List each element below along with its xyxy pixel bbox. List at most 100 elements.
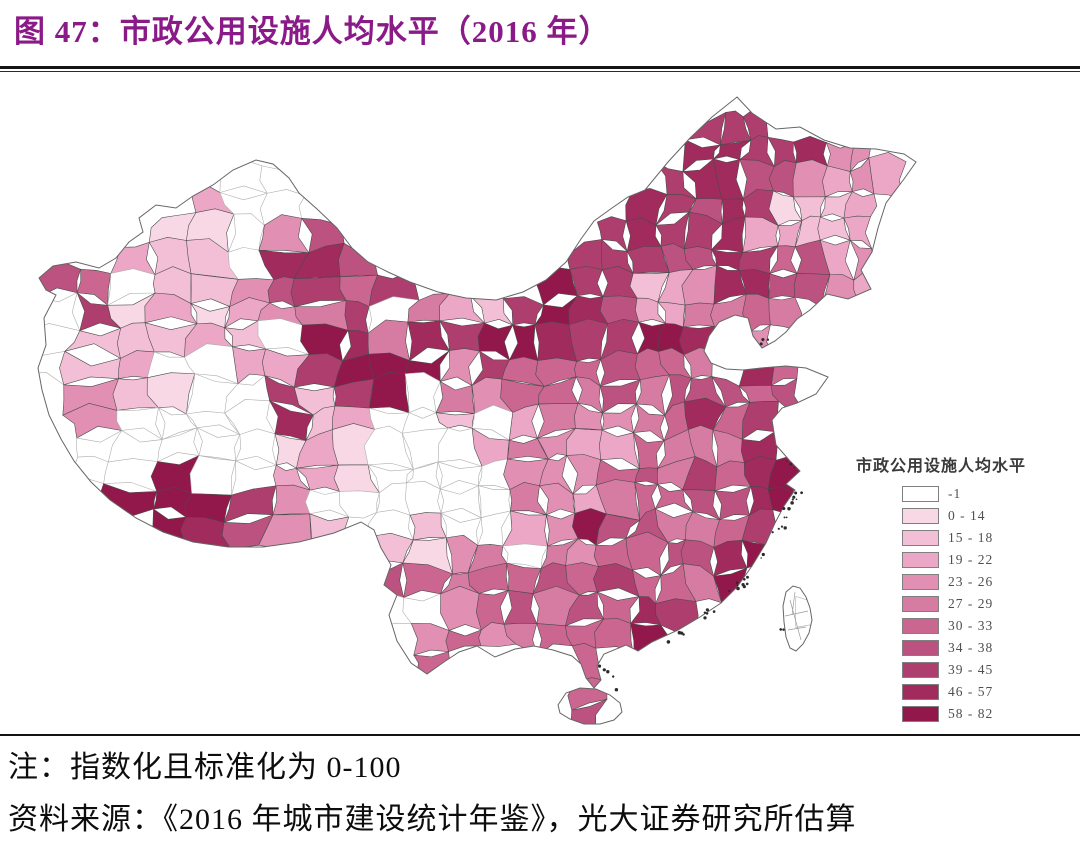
legend-swatch xyxy=(902,683,939,700)
legend-swatch xyxy=(902,639,939,656)
map-cell xyxy=(437,461,483,490)
map-cell xyxy=(768,273,799,299)
map-cell xyxy=(795,595,825,628)
figure-bottom-rule xyxy=(0,734,1080,736)
map-cell xyxy=(309,513,350,548)
legend-entry-label: -1 xyxy=(948,485,962,501)
map-cell xyxy=(439,485,482,519)
island-dot xyxy=(597,664,602,668)
legend-entry: 30 - 33 xyxy=(902,617,1066,634)
island-dot xyxy=(787,506,791,511)
island-dot xyxy=(779,628,783,631)
island-dot xyxy=(743,578,746,581)
island-dot xyxy=(735,581,739,584)
map-cell xyxy=(38,257,82,298)
map-legend: 市政公用设施人均水平 -1 0 - 14 15 - 18 19 - 22 23 - 26… xyxy=(856,452,1066,727)
island-dot xyxy=(602,668,606,672)
taiwan-county-line xyxy=(787,626,807,631)
legend-swatch xyxy=(902,551,939,568)
map-cell xyxy=(445,629,484,653)
map-cell xyxy=(793,273,831,308)
island-dot xyxy=(785,516,788,519)
island-dot xyxy=(680,631,684,635)
island-dot xyxy=(703,616,707,620)
island-dot xyxy=(777,527,780,530)
legend-swatch xyxy=(902,617,939,634)
map-cell xyxy=(235,428,277,466)
map-cell xyxy=(768,296,803,331)
legend-entry-label: 30 - 33 xyxy=(948,617,994,633)
island-dot xyxy=(782,506,786,511)
island-dot xyxy=(759,342,763,346)
island-dot xyxy=(761,552,765,557)
island-dot xyxy=(789,462,793,466)
taiwan-county-line xyxy=(791,591,796,616)
legend-swatch xyxy=(902,661,939,678)
map-cell xyxy=(64,327,125,359)
island-dot xyxy=(703,611,707,614)
map-cell xyxy=(714,486,752,520)
map-cell xyxy=(196,427,241,462)
island-dot xyxy=(736,584,739,587)
taiwan-county-line xyxy=(789,599,802,641)
legend-swatch xyxy=(902,595,939,612)
map-cell xyxy=(413,651,451,685)
island-dot xyxy=(742,584,746,589)
island-dot xyxy=(793,466,796,469)
map-cell xyxy=(630,623,669,659)
legend-entry: 15 - 18 xyxy=(902,529,1066,546)
island-dot xyxy=(736,586,740,591)
map-cell xyxy=(344,300,370,334)
island-dot xyxy=(760,557,762,559)
legend-rows: -1 0 - 14 15 - 18 19 - 22 23 - 26 27 - 29 30 -… xyxy=(902,485,1066,722)
legend-entry: 58 - 82 xyxy=(902,705,1066,722)
figure-number-label: 图 47： xyxy=(14,14,120,49)
island-dot xyxy=(761,338,765,342)
island-dot xyxy=(614,687,619,692)
legend-entry-label: 46 - 57 xyxy=(948,683,994,699)
legend-entry-label: 19 - 22 xyxy=(948,551,994,567)
island-dot xyxy=(790,501,794,505)
map-cell xyxy=(738,355,777,387)
island-dot xyxy=(682,633,685,636)
legend-entry: 46 - 57 xyxy=(902,683,1066,700)
island-dot xyxy=(783,516,786,519)
legend-entry: 27 - 29 xyxy=(902,595,1066,612)
map-cell xyxy=(742,293,771,332)
island-dot xyxy=(666,640,671,644)
legend-swatch xyxy=(902,485,939,502)
legend-swatch xyxy=(902,529,939,546)
figure-source: 资料来源：《2016 年城市建设统计年鉴》，光大证券研究所估算 xyxy=(8,803,857,836)
map-cell xyxy=(741,539,774,569)
map-cell xyxy=(409,512,447,541)
island-dot xyxy=(791,498,794,501)
legend-entry-label: 27 - 29 xyxy=(948,595,994,611)
map-cell xyxy=(570,698,608,724)
figure-title-text: 市政公用设施人均水平（2016 年） xyxy=(119,14,611,49)
legend-entry: 34 - 38 xyxy=(902,639,1066,656)
island-dot xyxy=(612,675,615,678)
map-cell xyxy=(97,483,158,521)
map-cell xyxy=(502,510,548,549)
island-dot xyxy=(705,608,709,612)
hainan-outline xyxy=(557,687,623,725)
island-dot xyxy=(795,498,798,501)
map-cell xyxy=(38,292,81,335)
china-choropleth-map xyxy=(0,76,1080,734)
island-dot xyxy=(746,575,749,579)
map-cell xyxy=(868,152,907,200)
map-cell xyxy=(657,301,686,328)
coastal-island-dots xyxy=(597,338,803,692)
island-dot xyxy=(606,670,610,674)
island-dot xyxy=(766,338,770,341)
legend-swatch xyxy=(902,705,939,722)
island-dot xyxy=(745,582,749,586)
island-dot xyxy=(705,612,709,615)
map-cell xyxy=(59,350,121,386)
mainland-outline xyxy=(37,96,917,689)
taiwan-outline xyxy=(782,585,813,652)
island-dot xyxy=(783,526,787,530)
legend-entry-label: 23 - 26 xyxy=(948,573,994,589)
figure-title: 图 47：市政公用设施人均水平（2016 年） xyxy=(14,6,611,51)
header-rule xyxy=(0,66,1080,72)
